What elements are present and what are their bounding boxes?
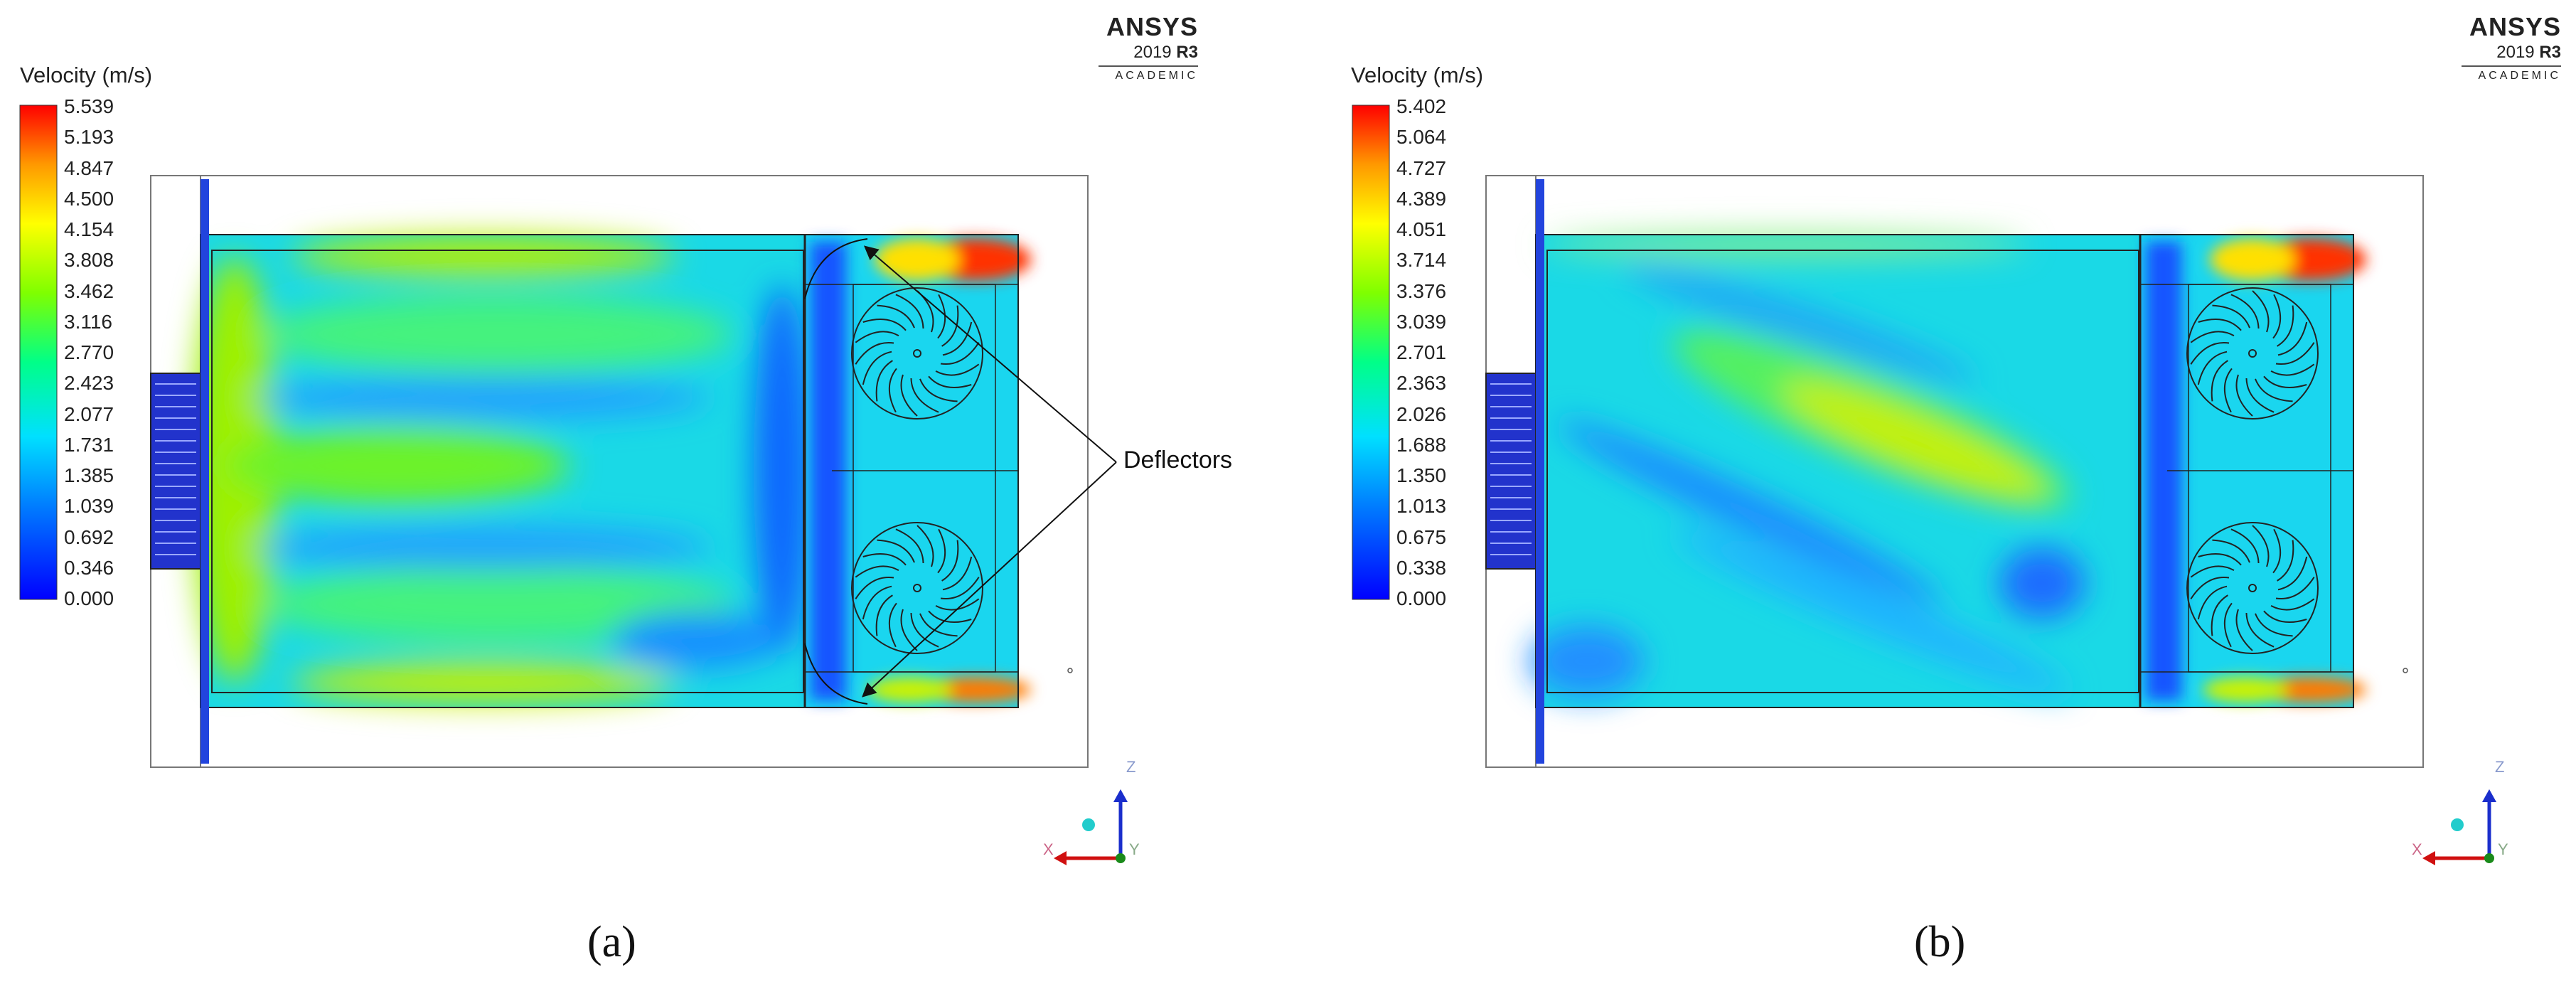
logo-version: 2019 [2496,43,2535,62]
contour-plot-b [1352,105,2496,865]
ansys-logo: ANSYS 2019 R3 ACADEMIC [1099,14,1198,82]
subfigure-label-b: (b) [1914,918,1966,966]
logo-edition: ACADEMIC [1115,70,1198,82]
legend-tick-label: 0.675 [1396,525,1447,548]
callout-arrow-top [863,245,1117,463]
legend-tick-label: 5.064 [1396,126,1447,149]
legend-tick-label: 3.462 [64,279,114,302]
legend-tick-label: 2.770 [64,341,114,363]
legend-tick-label: 4.727 [1396,156,1447,179]
legend-tick-label: 1.688 [1396,433,1447,456]
deflectors-label: Deflectors [1123,447,1233,474]
legend-colorbar [1352,105,1390,600]
left-wall [1536,179,1544,764]
legend-tick-label: 3.808 [64,249,114,272]
left-wall [201,179,209,764]
panel-a: Velocity (m/s) [19,14,1233,966]
logo-brand: ANSYS [2469,12,2561,41]
deflector-top [804,238,868,299]
callout-arrow-bottom [862,461,1117,698]
legend-tick-label: 3.116 [64,310,112,333]
flow-field-chamber [1530,234,2140,707]
legend-tick-label: 2.701 [1396,341,1447,363]
legend-tick-label: 2.423 [64,372,114,395]
legend-tick-label: 0.000 [64,587,114,609]
axis-label-z: Z [1126,758,1136,776]
inlet-grille [1485,373,1536,570]
axis-label-y: Y [1129,840,1140,858]
legend-tick-label: 1.013 [1396,495,1447,518]
legend-colorbar [19,105,58,600]
legend-tick-label: 2.077 [64,402,114,425]
inlet-grille [150,373,201,570]
ansys-logo: ANSYS 2019 R3 ACADEMIC [2462,14,2561,82]
legend-title: Velocity (m/s) [20,63,153,87]
legend-tick-label: 1.385 [64,464,114,486]
legend-tick-label: 1.350 [1396,464,1447,486]
legend-tick-label: 0.000 [1396,587,1447,609]
legend-tick-label: 4.389 [1396,187,1447,210]
axis-triad [1054,789,1128,865]
flow-field-chamber [192,235,811,707]
legend-tick-label: 4.500 [64,187,114,210]
logo-version: 2019 [1133,43,1172,62]
legend-tick-label: 0.346 [64,556,114,579]
contour-plot-a [19,105,1128,865]
legend-tick-label: 2.026 [1396,402,1447,425]
legend-title: Velocity (m/s) [1351,63,1484,87]
legend-tick-label: 3.039 [1396,310,1447,333]
legend-tick-label: 4.154 [64,218,114,240]
logo-edition: ACADEMIC [2478,70,2561,82]
legend-tick-label: 5.539 [64,95,114,117]
legend-tick-label: 5.402 [1396,95,1447,117]
axis-label-z: Z [2495,758,2505,776]
legend-tick-label: 5.193 [64,126,114,149]
logo-brand: ANSYS [1106,12,1198,41]
logo-release: R3 [1176,43,1198,62]
legend-tick-label: 0.338 [1396,556,1447,579]
axis-triad [2422,789,2496,865]
deflector-bottom [804,643,868,705]
legend-tick-label: 1.039 [64,495,114,518]
panel-b: Velocity (m/s) [1288,0,2576,999]
axis-label-x: X [1043,840,1054,858]
legend-tick-label: 3.376 [1396,279,1447,302]
legend-tick-label: 0.692 [64,525,114,548]
axis-label-y: Y [2498,840,2508,858]
legend-tick-label: 3.714 [1396,249,1447,272]
subfigure-label-a: (a) [587,918,636,966]
logo-release: R3 [2539,43,2561,62]
legend-tick-label: 1.731 [64,433,114,456]
axis-label-x: X [2412,840,2422,858]
legend-tick-label: 4.847 [64,156,114,179]
legend-tick-label: 2.363 [1396,372,1447,395]
legend-tick-label: 4.051 [1396,218,1447,240]
